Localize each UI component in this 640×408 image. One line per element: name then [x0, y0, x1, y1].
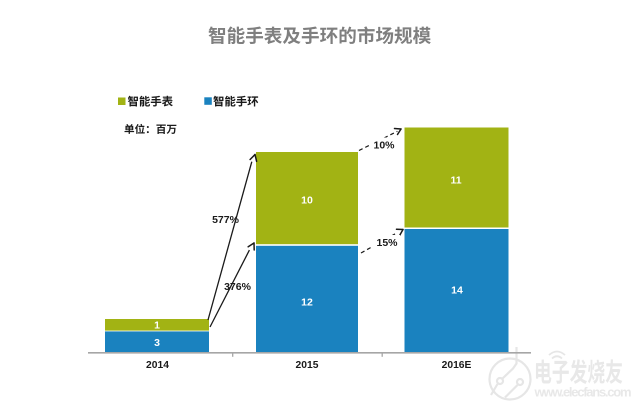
- svg-text:1: 1: [154, 319, 160, 331]
- svg-text:14: 14: [451, 284, 463, 296]
- svg-text:11: 11: [450, 174, 461, 186]
- svg-text:2016E: 2016E: [442, 360, 472, 371]
- svg-text:3: 3: [154, 337, 160, 349]
- svg-text:www.elecfans.com: www.elecfans.com: [534, 385, 632, 400]
- svg-text:12: 12: [301, 296, 313, 308]
- svg-text:15%: 15%: [376, 237, 398, 249]
- svg-text:577%: 577%: [212, 214, 240, 226]
- svg-text:10%: 10%: [373, 140, 395, 152]
- svg-text:2014: 2014: [146, 360, 169, 371]
- svg-text:2015: 2015: [296, 360, 319, 371]
- svg-text:376%: 376%: [224, 281, 252, 293]
- svg-text:10: 10: [301, 194, 313, 206]
